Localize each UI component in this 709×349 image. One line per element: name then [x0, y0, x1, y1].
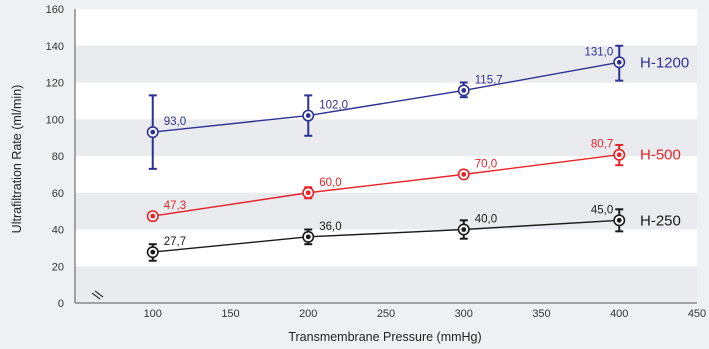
x-tick-label: 200 [299, 308, 317, 320]
data-point-core [305, 234, 311, 240]
data-point-core [150, 129, 156, 135]
plot-band [75, 266, 697, 303]
axis-break-mark [94, 290, 104, 298]
y-tick-label: 40 [52, 225, 64, 237]
series-h-250: 27,7 36,0 40,0 45,0 H-250 [146, 204, 681, 262]
series-name-label: H-250 [640, 212, 681, 229]
data-point-core [461, 227, 467, 232]
data-point-core [305, 190, 311, 196]
y-tick-label: 80 [52, 151, 64, 163]
y-tick-label: 20 [52, 261, 64, 273]
x-tick-label: 150 [221, 308, 239, 320]
y-tick-label: 160 [46, 4, 64, 16]
axis-break-mark [91, 292, 101, 300]
x-axis-title: Transmembrane Pressure (mmHg) [288, 330, 481, 344]
data-label: 102,0 [319, 100, 348, 112]
plot-band [75, 229, 697, 267]
data-point-core [461, 88, 467, 93]
data-label: 40,0 [475, 214, 497, 226]
x-tick-labels: 100 150 200 250 300 350 400 450 [144, 308, 707, 320]
series-line [152, 61, 620, 133]
plot-band [75, 9, 697, 46]
data-label: 45,0 [591, 204, 613, 216]
y-tick-label: 100 [46, 114, 64, 126]
x-tick-label: 400 [610, 308, 628, 320]
plot-band [75, 82, 697, 120]
series-line [152, 219, 620, 253]
y-tick-label: 60 [52, 188, 64, 200]
plot-band [75, 45, 697, 83]
plot-bands [75, 9, 697, 303]
plot-band [75, 192, 697, 230]
data-label: 27,7 [164, 236, 186, 248]
x-tick-label: 300 [455, 308, 473, 320]
data-point-core [461, 171, 467, 177]
data-point-core [150, 213, 156, 219]
data-point-core [616, 217, 622, 223]
x-tick-label: 250 [377, 308, 395, 320]
data-label: 93,0 [164, 116, 186, 128]
y-tick-labels: 0 20 40 60 80 100 120 140 160 [46, 4, 64, 310]
series-line [152, 154, 620, 217]
data-label: 60,0 [319, 177, 341, 189]
series-name-label: H-500 [640, 147, 681, 164]
data-label: 70,0 [475, 158, 497, 170]
data-label: 36,0 [319, 221, 341, 233]
y-tick-label: 120 [46, 78, 64, 90]
data-label: 131,0 [584, 46, 613, 58]
axes [74, 9, 697, 304]
data-label: 115,7 [475, 74, 503, 86]
plot-band [75, 119, 697, 156]
series-h-500: 47,3 60,0 70,0 80,7 H-500 [146, 139, 681, 223]
series-layer: 93,0 102,0 115,7 131,0 H-1200 47,3 60,0 70,0 80,… [146, 44, 689, 262]
data-label: 80,7 [591, 139, 613, 151]
data-point-core [616, 59, 622, 65]
y-tick-label: 0 [58, 298, 64, 310]
data-point-core [305, 113, 311, 118]
data-point-core [616, 152, 622, 158]
data-point-core [150, 249, 156, 255]
x-tick-label: 350 [532, 308, 550, 320]
series-name-label: H-1200 [640, 54, 689, 71]
y-tick-label: 140 [46, 41, 64, 53]
plot-band [75, 156, 697, 193]
data-label: 47,3 [164, 200, 186, 212]
series-h-1200: 93,0 102,0 115,7 131,0 H-1200 [146, 44, 689, 170]
x-tick-label: 100 [144, 308, 162, 320]
x-tick-label: 450 [688, 308, 706, 320]
y-axis-title: Ultrafiltration Rate (ml/min) [10, 85, 24, 234]
